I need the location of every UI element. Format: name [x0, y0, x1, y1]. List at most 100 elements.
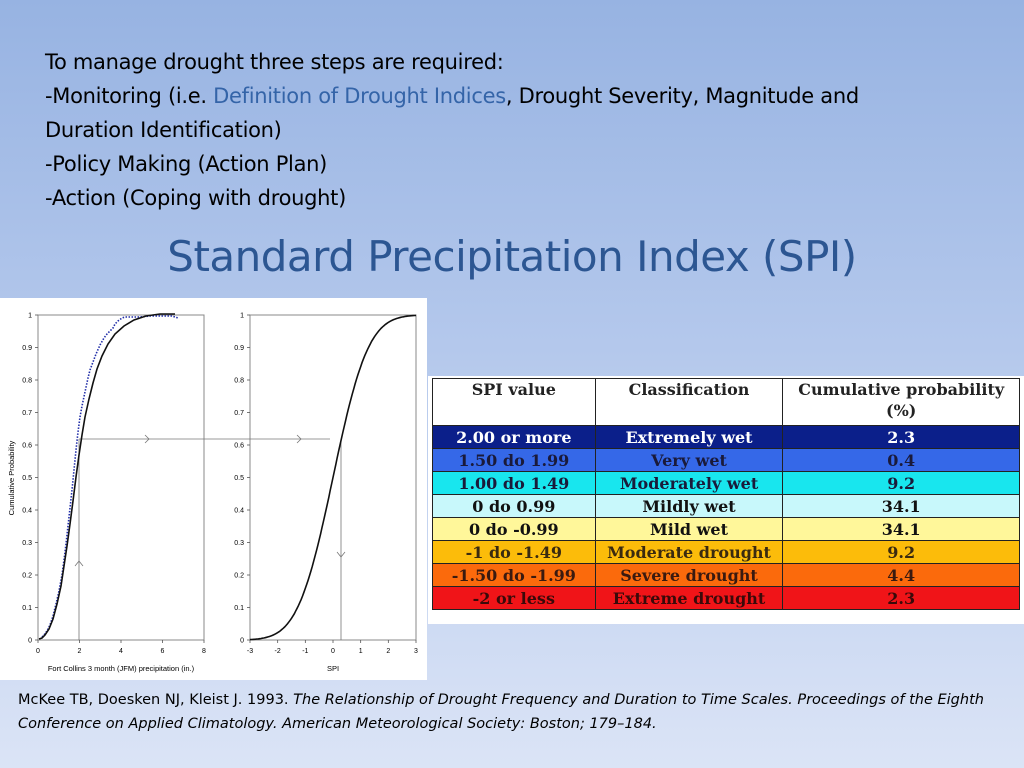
y-tick-label: 0.7 — [22, 410, 32, 417]
intro-line-3: Duration Identification) — [45, 118, 282, 142]
intro-text: To manage drought three steps are requir… — [45, 45, 995, 215]
x-tick-label: -2 — [275, 648, 281, 655]
spi-value-cell: -1.50 do -1.99 — [432, 563, 596, 587]
citation-authors: McKee TB, Doesken NJ, Kleist J. 1993. — [18, 692, 294, 708]
spi-value-cell: 1.50 do 1.99 — [432, 448, 596, 472]
arrow-right-icon — [296, 434, 302, 444]
y-tick-label: 0.2 — [22, 573, 32, 580]
table-header-row: SPI value Classification Cumulative prob… — [432, 378, 1020, 426]
header-classification: Classification — [594, 378, 784, 426]
x-tick-label: 1 — [359, 648, 363, 655]
classification-cell: Moderately wet — [594, 471, 784, 495]
right-y-ticks: 0 0.1 0.2 0.3 0.4 0.5 0.6 0.7 0.8 0.9 1 — [234, 313, 250, 645]
y-tick-label: 0.1 — [234, 605, 244, 612]
right-x-axis-label: SPI — [327, 664, 339, 673]
probability-cell: 9.2 — [782, 471, 1020, 495]
spi-transformation-figure: 0 0.1 0.2 0.3 0.4 0.5 0.6 0.7 0.8 0.9 1 0 0.1 0.2 0.3… — [0, 298, 427, 680]
x-tick-label: 0 — [331, 648, 335, 655]
y-tick-label: 0.4 — [22, 508, 32, 515]
y-tick-label: 1 — [240, 313, 244, 320]
x-tick-label: -3 — [247, 648, 253, 655]
arrow-up-icon — [74, 560, 84, 567]
left-y-ticks: 0 0.1 0.2 0.3 0.4 0.5 0.6 0.7 0.8 0.9 1 — [22, 313, 38, 645]
y-tick-label: 0 — [240, 638, 244, 645]
y-tick-label: 0.2 — [234, 573, 244, 580]
intro-line-1: To manage drought three steps are requir… — [45, 50, 504, 74]
spi-figure-svg: 0 0.1 0.2 0.3 0.4 0.5 0.6 0.7 0.8 0.9 1 0 0.1 0.2 0.3… — [7, 313, 418, 674]
left-y-axis-label: Cumulative Probability — [7, 440, 16, 515]
left-plot-frame — [37, 314, 205, 641]
x-tick-label: 2 — [78, 648, 82, 655]
intro-line-2: -Monitoring (i.e. Definition of Drought … — [45, 79, 995, 113]
x-tick-label: 0 — [36, 648, 40, 655]
table-row: 0 do -0.99 Mild wet 34.1 — [432, 517, 1020, 541]
normal-cdf-line — [249, 314, 417, 641]
gamma-cdf-line — [38, 313, 175, 640]
classification-cell: Extremely wet — [594, 425, 784, 449]
probability-cell: 2.3 — [782, 425, 1020, 449]
y-tick-label: 0.4 — [234, 508, 244, 515]
left-x-axis-label: Fort Collins 3 month (JFM) precipitation… — [48, 664, 195, 673]
intro-line-4: -Policy Making (Action Plan) — [45, 152, 328, 176]
right-x-ticks: -3 -2 -1 0 1 2 3 — [247, 640, 418, 655]
header-cumulative-probability: Cumulative probability (%) — [782, 378, 1020, 426]
spi-value-cell: 0 do 0.99 — [432, 494, 596, 518]
spi-value-cell: 2.00 or more — [432, 425, 596, 449]
table-row: -2 or less Extreme drought 2.3 — [432, 586, 1020, 610]
spi-classification-table: SPI value Classification Cumulative prob… — [432, 378, 1020, 610]
slide-title: Standard Precipitation Index (SPI) — [167, 232, 857, 281]
spi-value-cell: -1 do -1.49 — [432, 540, 596, 564]
probability-cell: 34.1 — [782, 517, 1020, 541]
y-tick-label: 0.9 — [234, 345, 244, 352]
x-tick-label: -1 — [302, 648, 308, 655]
y-tick-label: 0.5 — [234, 475, 244, 482]
table-row: 1.50 do 1.99 Very wet 0.4 — [432, 448, 1020, 472]
arrow-down-icon — [336, 551, 346, 558]
probability-cell: 2.3 — [782, 586, 1020, 610]
y-tick-label: 1 — [28, 313, 32, 320]
empirical-cdf-line — [41, 315, 179, 638]
y-tick-label: 0.7 — [234, 410, 244, 417]
drought-indices-link[interactable]: Definition of Drought Indices — [213, 84, 506, 108]
spi-value-cell: 0 do -0.99 — [432, 517, 596, 541]
spi-value-cell: 1.00 do 1.49 — [432, 471, 596, 495]
probability-cell: 9.2 — [782, 540, 1020, 564]
classification-cell: Severe drought — [594, 563, 784, 587]
x-tick-label: 3 — [414, 648, 418, 655]
classification-cell: Very wet — [594, 448, 784, 472]
table-row: -1 do -1.49 Moderate drought 9.2 — [432, 540, 1020, 564]
classification-cell: Moderate drought — [594, 540, 784, 564]
citation: McKee TB, Doesken NJ, Kleist J. 1993. Th… — [18, 688, 1008, 736]
spi-classification-table-panel: SPI value Classification Cumulative prob… — [428, 376, 1024, 624]
y-tick-label: 0.1 — [22, 605, 32, 612]
y-tick-label: 0.3 — [234, 540, 244, 547]
spi-value-cell: -2 or less — [432, 586, 596, 610]
y-tick-label: 0.6 — [22, 443, 32, 450]
intro-line-5: -Action (Coping with drought) — [45, 186, 346, 210]
y-tick-label: 0.6 — [234, 443, 244, 450]
table-row: 1.00 do 1.49 Moderately wet 9.2 — [432, 471, 1020, 495]
table-row: 2.00 or more Extremely wet 2.3 — [432, 425, 1020, 449]
x-tick-label: 2 — [386, 648, 390, 655]
table-row: 0 do 0.99 Mildly wet 34.1 — [432, 494, 1020, 518]
x-tick-label: 8 — [202, 648, 206, 655]
y-tick-label: 0 — [28, 638, 32, 645]
probability-cell: 0.4 — [782, 448, 1020, 472]
y-tick-label: 0.8 — [22, 378, 32, 385]
y-tick-label: 0.3 — [22, 540, 32, 547]
classification-cell: Extreme drought — [594, 586, 784, 610]
table-row: -1.50 do -1.99 Severe drought 4.4 — [432, 563, 1020, 587]
intro-line-2-prefix: -Monitoring (i.e. — [45, 84, 214, 108]
y-tick-label: 0.9 — [22, 345, 32, 352]
y-tick-label: 0.8 — [234, 378, 244, 385]
header-spi-value: SPI value — [432, 378, 596, 426]
classification-cell: Mild wet — [594, 517, 784, 541]
probability-cell: 34.1 — [782, 494, 1020, 518]
intro-line-2-suffix: , Drought Severity, Magnitude and — [505, 84, 859, 108]
probability-cell: 4.4 — [782, 563, 1020, 587]
arrow-right-icon — [144, 434, 150, 444]
y-tick-label: 0.5 — [22, 475, 32, 482]
x-tick-label: 4 — [119, 648, 123, 655]
citation-title: The Relationship of Drought Frequency an… — [18, 692, 984, 732]
classification-cell: Mildly wet — [594, 494, 784, 518]
